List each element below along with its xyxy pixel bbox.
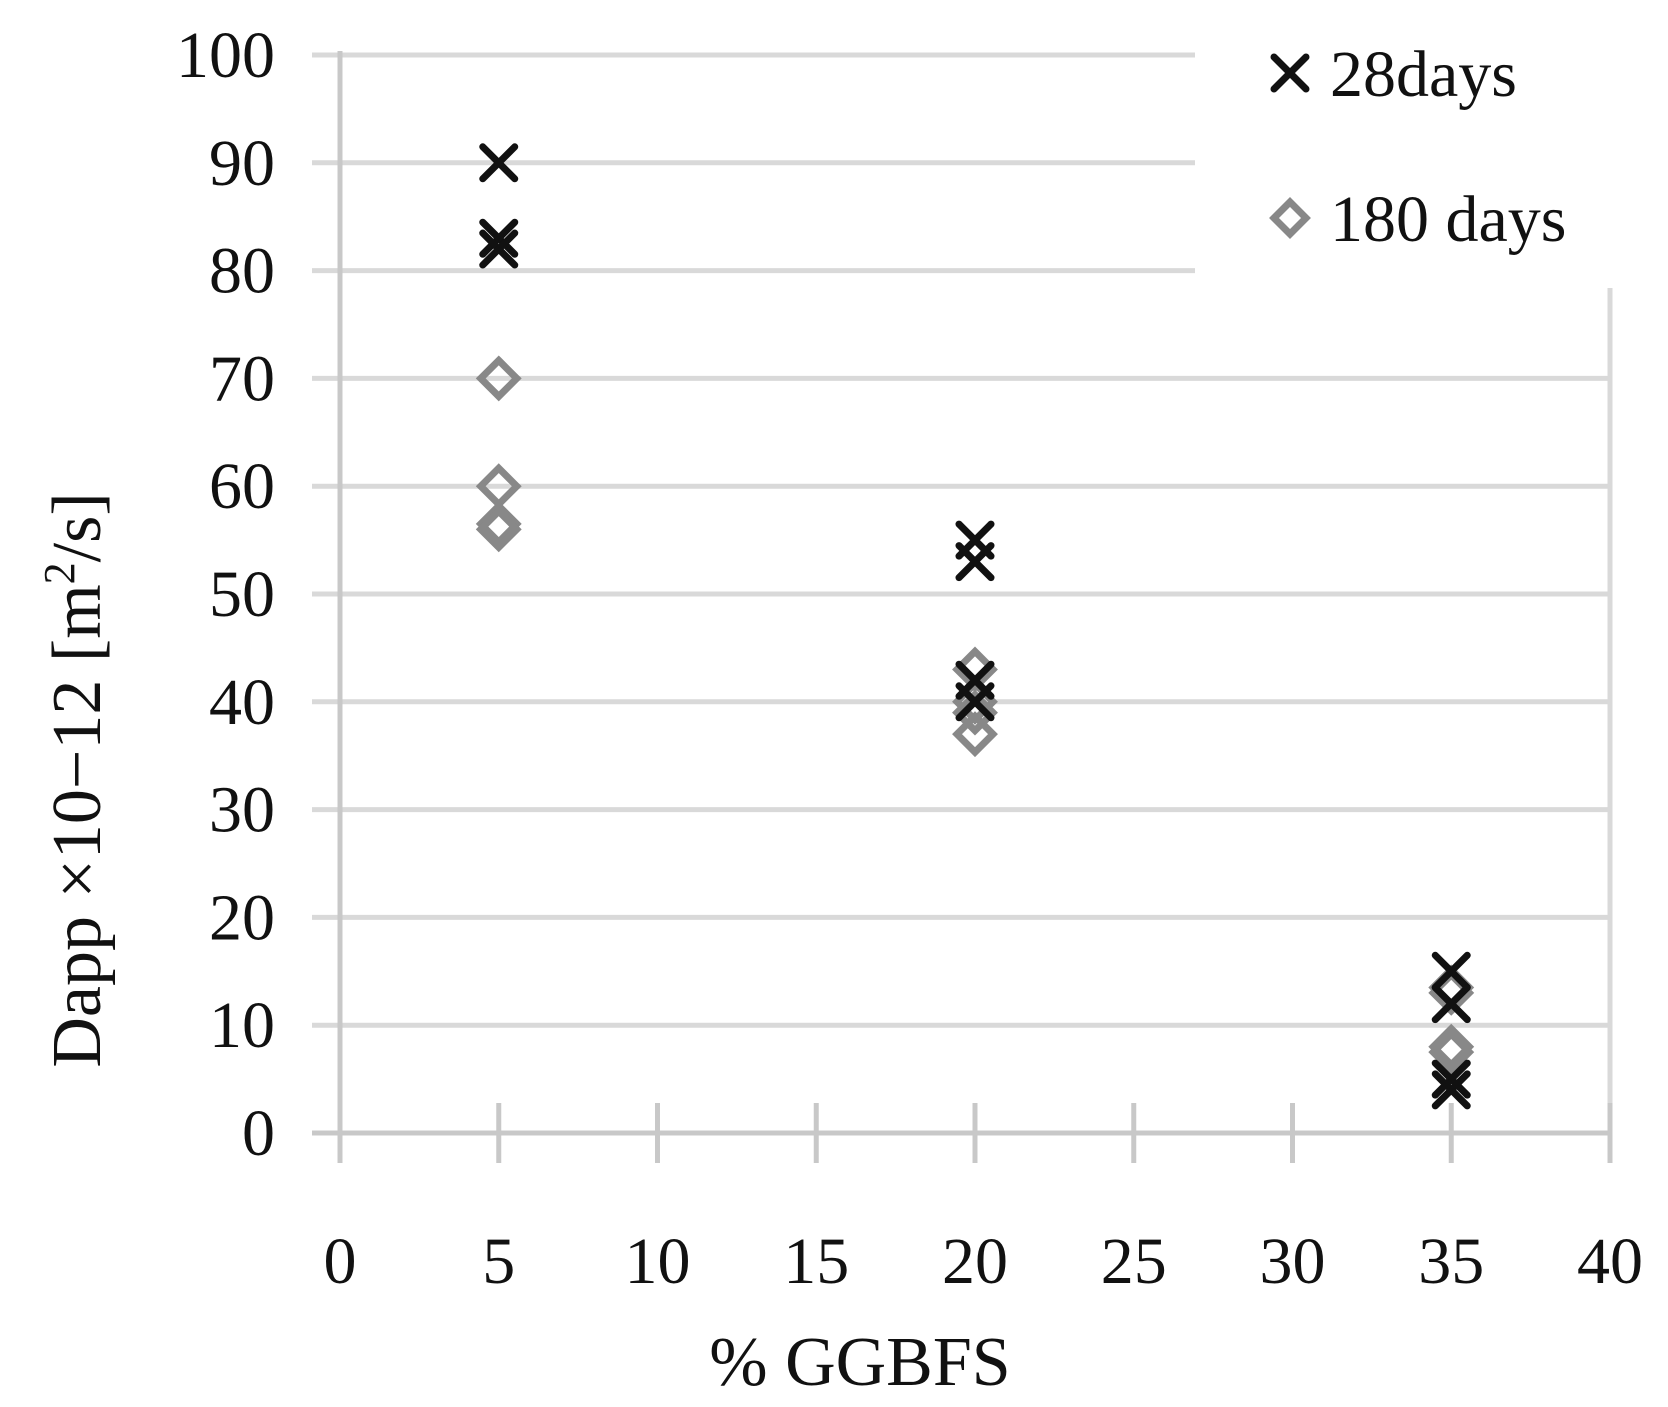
y-tick-label: 10 [209,989,275,1062]
x-tick-label: 30 [1260,1225,1326,1298]
axes [312,51,1613,1163]
y-tick-label: 80 [209,235,275,308]
y-tick-label: 90 [209,127,275,200]
tick-labels: 0 10 20 30 40 50 60 70 80 90 100 0 5 10 15 20 25 30 35 40 [176,19,1643,1298]
data-point-28days [1431,1059,1471,1099]
data-point-28days [479,229,519,269]
data-point-180-days [1428,1029,1475,1076]
x-marker-stroke [479,229,519,269]
x-tick-label: 5 [482,1225,515,1298]
legend-background [1195,28,1655,278]
data-point-28days [1431,1070,1471,1110]
x-tick-label: 10 [625,1225,691,1298]
x-marker-stroke [955,542,995,582]
legend-label-180-days: 180 days [1330,183,1566,256]
data-point-28days [955,682,995,722]
y-tick-label: 30 [209,774,275,847]
x-tick-label: 20 [942,1225,1008,1298]
legend-label-28days: 28days [1330,38,1517,111]
y-axis-title-unit: /s] [39,492,116,562]
data-point-180-days [952,689,998,736]
x-tick-label: 25 [1101,1225,1167,1298]
y-tick-label: 50 [209,558,275,631]
data-point-180-days [475,506,522,553]
x-tick-label: 40 [1577,1225,1643,1298]
data-point-180-days [475,500,522,547]
data-point-180-days [475,355,522,402]
y-tick-label: 70 [209,342,275,415]
x-tick-label: 0 [324,1225,357,1298]
legend-marker-180-days [1269,197,1311,239]
y-tick-label: 60 [209,450,275,523]
data-point-28days [1431,984,1471,1024]
y-tick-label: 0 [242,1097,275,1170]
y-axis-title-main: Dapp ×10−12 [m [39,584,116,1067]
x-marker-stroke [1431,1059,1471,1099]
y-axis-title-superscript: 2 [35,562,84,584]
x-tick-label: 35 [1418,1225,1484,1298]
data-point-28days [479,143,519,183]
data-point-28days [955,542,995,582]
data-point-180-days [1428,1023,1475,1070]
x-marker-stroke [1431,1070,1471,1110]
x-marker-stroke [479,143,519,183]
x-marker-stroke [955,682,995,722]
data-point-28days [1431,951,1471,991]
y-tick-label: 40 [209,666,275,739]
legend: 28days 180 days [1269,38,1566,256]
y-tick-label: 100 [176,19,275,92]
x-marker-stroke [1270,53,1310,93]
y-axis-title: Dapp ×10−12 [m2/s] [35,492,116,1067]
data-markers [475,143,1475,1110]
x-tick-label: 15 [783,1225,849,1298]
legend-marker-28days [1270,53,1310,93]
y-tick-label: 20 [209,881,275,954]
x-marker-stroke [1431,951,1471,991]
x-axis-title: % GGBFS [709,1324,1010,1401]
data-point-180-days [952,711,998,758]
x-marker-stroke [479,218,519,258]
x-marker-stroke [1431,984,1471,1024]
data-point-28days [479,218,519,258]
